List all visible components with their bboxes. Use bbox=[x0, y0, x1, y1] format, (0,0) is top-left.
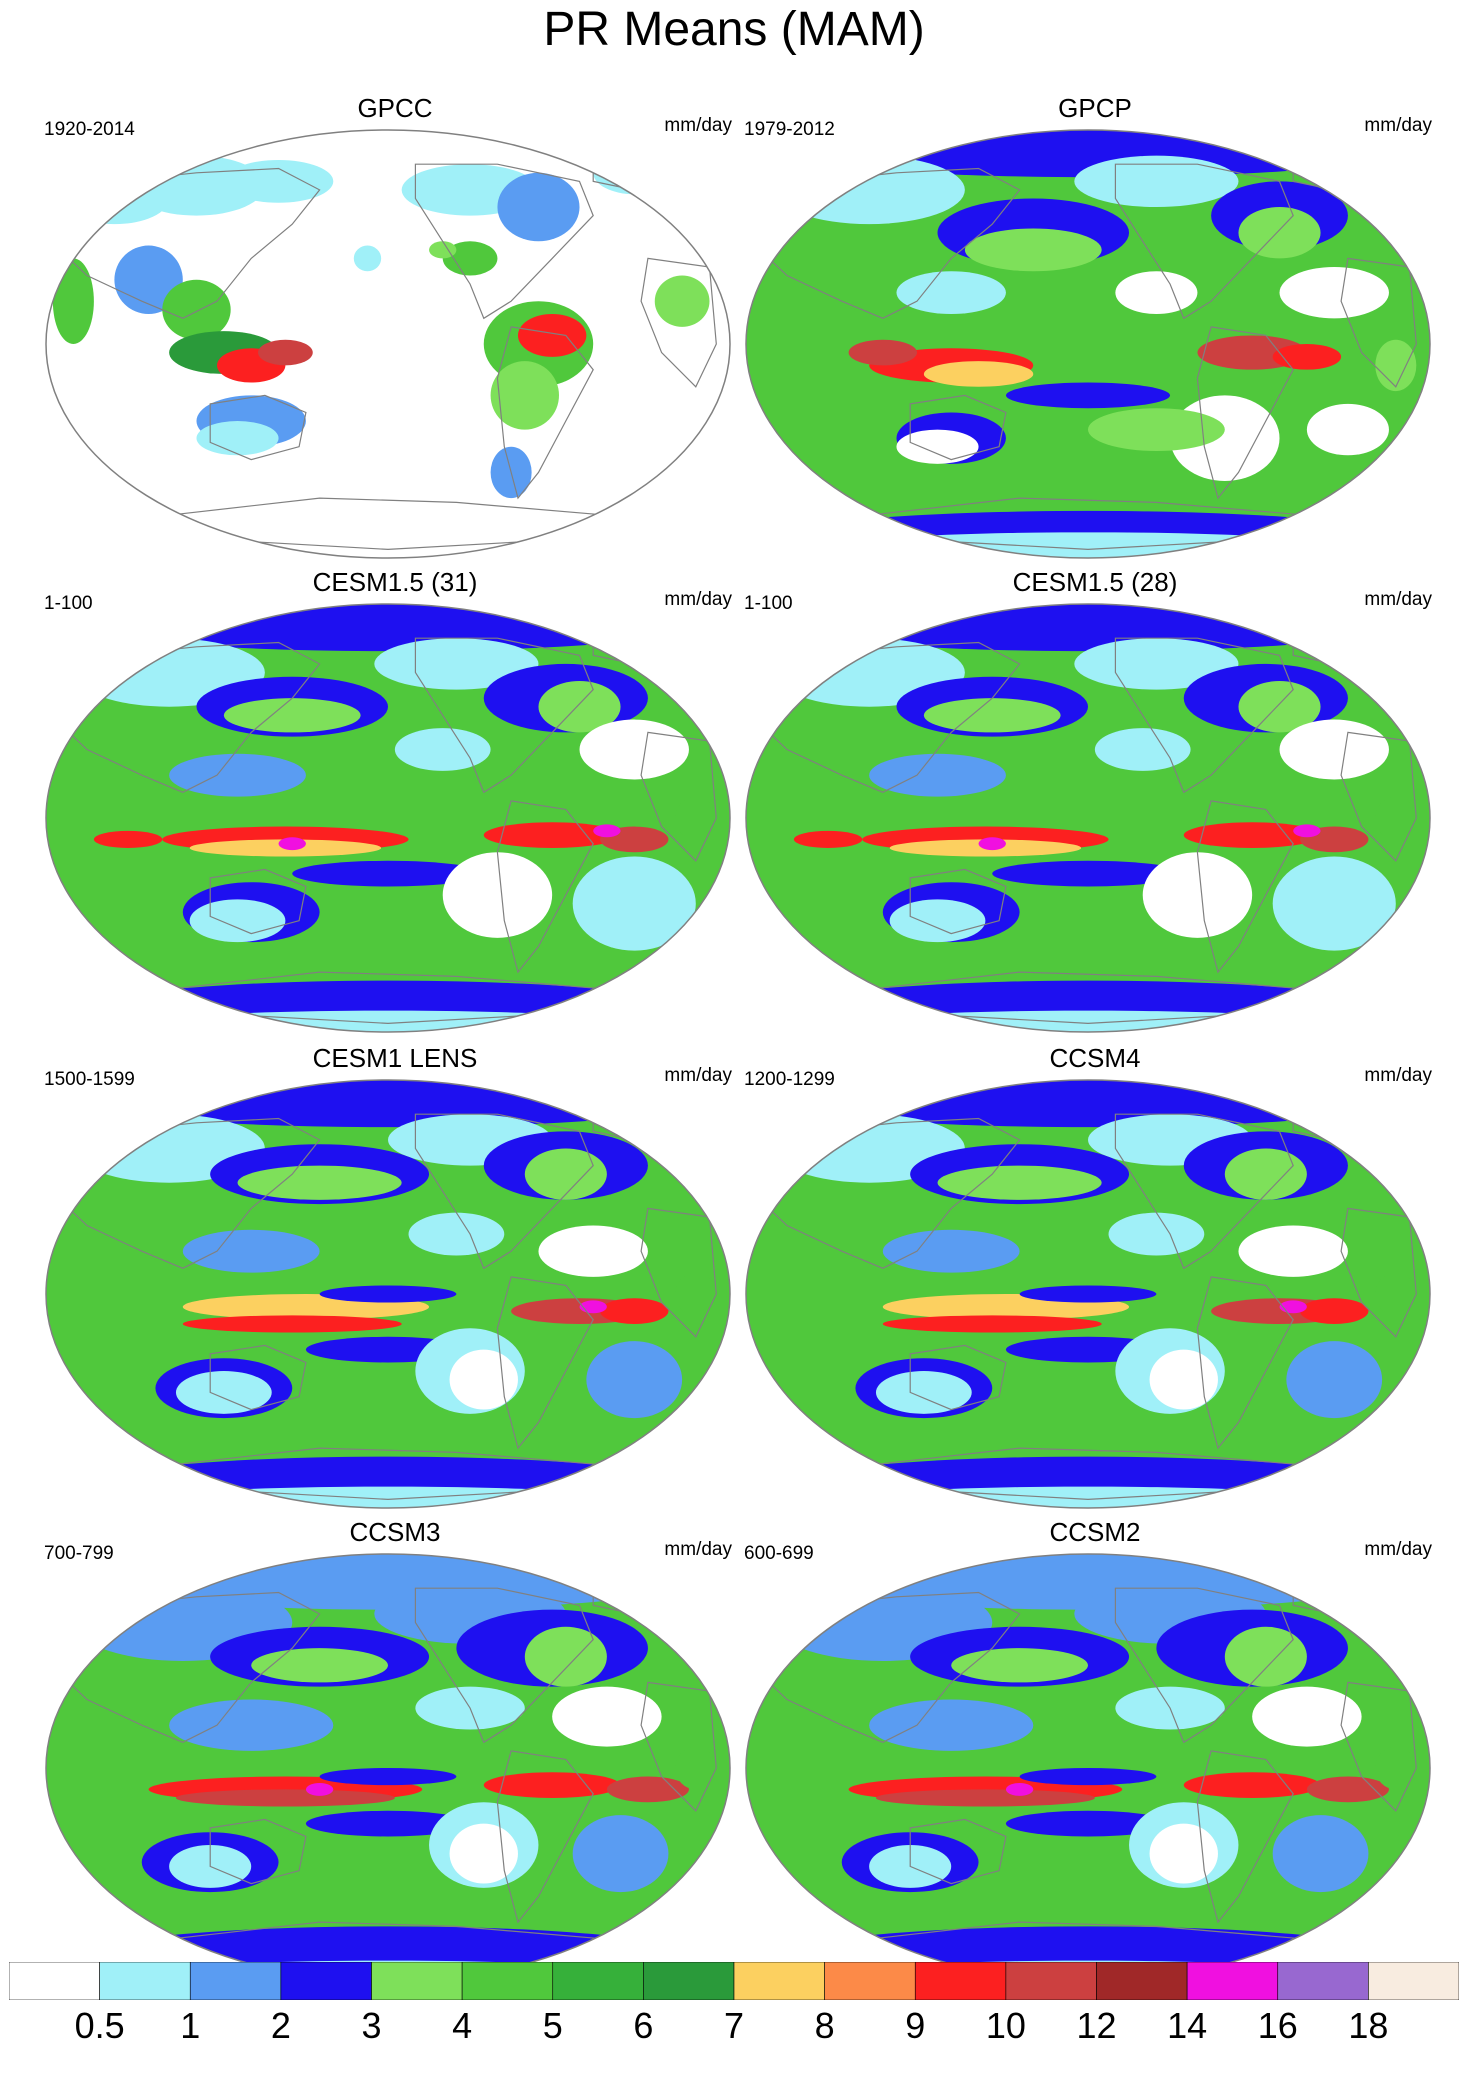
colorbar-swatch bbox=[189, 1962, 282, 2000]
map-panel: CCSM2 600-699 mm/day bbox=[740, 1516, 1450, 1986]
colorbar-swatch bbox=[1277, 1962, 1369, 2000]
panel-period: 1-100 bbox=[744, 593, 793, 614]
map-panel: CCSM4 1200-1299 mm/day bbox=[740, 1042, 1450, 1512]
panel-period: 1979-2012 bbox=[744, 119, 835, 140]
colorbar-swatch bbox=[371, 1962, 463, 2000]
map-panel: GPCP 1979-2012 mm/day bbox=[740, 92, 1450, 562]
colorbar-labels: 0.5 1 2 3 4 5 6 7 8 9 10 12 14 16 18 bbox=[0, 2004, 1468, 2054]
map-globe bbox=[45, 129, 731, 559]
panel-period: 1200-1299 bbox=[744, 1069, 835, 1090]
colorbar-tick-label: 5 bbox=[542, 2005, 563, 2046]
colorbar-tick-label: 18 bbox=[1348, 2005, 1389, 2046]
colorbar-swatch bbox=[1005, 1962, 1097, 2000]
colorbar-swatch bbox=[280, 1962, 372, 2000]
colorbar-swatch bbox=[643, 1962, 735, 2000]
colorbar-tick-label: 12 bbox=[1076, 2005, 1117, 2046]
map-globe bbox=[745, 1079, 1431, 1509]
colorbar-swatch bbox=[824, 1962, 916, 2000]
panel-title: GPCC bbox=[357, 93, 433, 123]
panel-title: CESM1 LENS bbox=[312, 1043, 478, 1073]
colorbar-swatch bbox=[99, 1962, 191, 2000]
colorbar-tick-label: 1 bbox=[180, 2005, 201, 2046]
colorbar-tick-label: 16 bbox=[1257, 2005, 1298, 2046]
map-globe bbox=[45, 1553, 731, 1983]
panel-units: mm/day bbox=[664, 115, 732, 136]
map-panel: CESM1.5 (28) 1-100 mm/day bbox=[740, 566, 1450, 1036]
panel-units: mm/day bbox=[664, 1065, 732, 1086]
colorbar-tick-label: 7 bbox=[723, 2005, 745, 2046]
colorbar-tick-label: 4 bbox=[452, 2005, 473, 2046]
colorbar-swatch bbox=[1186, 1962, 1279, 2000]
panel-period: 600-699 bbox=[744, 1543, 814, 1564]
map-globe bbox=[45, 603, 731, 1033]
map-panel: CCSM3 700-799 mm/day bbox=[40, 1516, 750, 1986]
colorbar-tick-label: 14 bbox=[1167, 2005, 1208, 2046]
panel-units: mm/day bbox=[664, 1539, 732, 1560]
map-globe bbox=[745, 603, 1431, 1033]
colorbar-tick-label: 6 bbox=[633, 2005, 654, 2046]
colorbar-tick-label: 3 bbox=[361, 2005, 382, 2046]
panel-title: CCSM3 bbox=[349, 1517, 441, 1547]
map-panel: GPCC 1920-2014 mm/day bbox=[40, 92, 750, 562]
panel-units: mm/day bbox=[664, 589, 732, 610]
map-panel: CESM1 LENS 1500-1599 mm/day bbox=[40, 1042, 750, 1512]
panel-title: GPCP bbox=[1058, 93, 1132, 123]
colorbar-swatch bbox=[9, 1962, 100, 2000]
colorbar-tick-label: 10 bbox=[985, 2005, 1026, 2046]
panel-units: mm/day bbox=[1364, 1539, 1432, 1560]
map-panel: CESM1.5 (31) 1-100 mm/day bbox=[40, 566, 750, 1036]
panel-title: CESM1.5 (31) bbox=[312, 567, 478, 597]
colorbar-tick-label: 0.5 bbox=[74, 2005, 125, 2046]
colorbar-tick-label: 9 bbox=[905, 2005, 926, 2046]
panel-title: CCSM4 bbox=[1049, 1043, 1141, 1073]
colorbar-swatch bbox=[461, 1962, 554, 2000]
panel-period: 700-799 bbox=[44, 1543, 114, 1564]
colorbar-swatch bbox=[552, 1962, 644, 2000]
colorbar-swatch bbox=[914, 1962, 1007, 2000]
map-globe bbox=[745, 1553, 1431, 1983]
colorbar bbox=[9, 1962, 1459, 2000]
panel-period: 1500-1599 bbox=[44, 1069, 135, 1090]
panel-units: mm/day bbox=[1364, 115, 1432, 136]
panel-period: 1920-2014 bbox=[44, 119, 135, 140]
panel-title: CCSM2 bbox=[1049, 1517, 1141, 1547]
colorbar-swatch bbox=[1096, 1962, 1188, 2000]
map-globe bbox=[45, 1079, 731, 1509]
colorbar-tick-label: 8 bbox=[814, 2005, 835, 2046]
figure-title: PR Means (MAM) bbox=[543, 3, 925, 56]
panel-units: mm/day bbox=[1364, 589, 1432, 610]
colorbar-swatch bbox=[1368, 1962, 1459, 2000]
map-globe bbox=[745, 129, 1431, 559]
colorbar-tick-label: 2 bbox=[270, 2005, 291, 2046]
colorbar-swatch bbox=[733, 1962, 825, 2000]
panel-period: 1-100 bbox=[44, 593, 93, 614]
panel-units: mm/day bbox=[1364, 1065, 1432, 1086]
panel-title: CESM1.5 (28) bbox=[1012, 567, 1178, 597]
